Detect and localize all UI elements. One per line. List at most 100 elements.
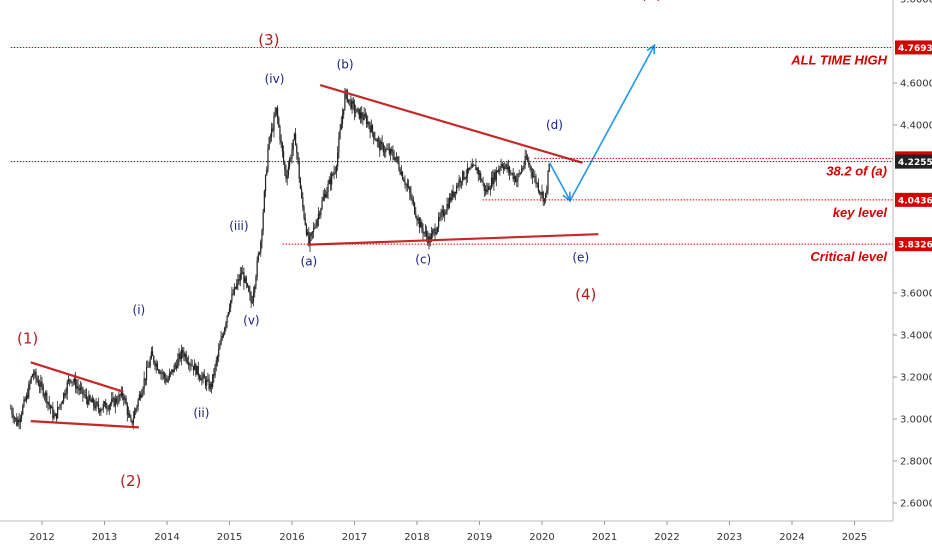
candle xyxy=(432,228,434,239)
candle xyxy=(87,396,89,408)
candle xyxy=(444,208,446,222)
candle xyxy=(29,379,31,390)
candle xyxy=(334,166,336,175)
candle xyxy=(474,164,476,166)
candle xyxy=(376,137,378,148)
candle xyxy=(79,381,82,395)
candle xyxy=(81,382,83,394)
candle xyxy=(133,407,136,419)
candle xyxy=(186,357,189,365)
candle xyxy=(373,131,375,145)
wave-label: (iii) xyxy=(229,219,248,233)
candle xyxy=(545,192,547,204)
wave-label: (a) xyxy=(301,255,318,269)
candle xyxy=(343,109,345,119)
x-tick-label: 2012 xyxy=(29,532,54,543)
candle xyxy=(214,363,216,378)
candle xyxy=(195,362,197,377)
candle xyxy=(381,135,383,150)
candle xyxy=(168,368,171,381)
candle xyxy=(251,295,253,305)
candle xyxy=(200,374,202,381)
candle xyxy=(379,137,381,157)
candle xyxy=(88,390,90,406)
candle xyxy=(538,189,541,196)
candle xyxy=(99,408,101,416)
candle xyxy=(63,392,65,405)
candle xyxy=(208,374,210,392)
wave-label: (b) xyxy=(337,57,354,71)
candle xyxy=(55,413,58,423)
candle xyxy=(285,164,287,183)
candle xyxy=(427,230,429,246)
candle xyxy=(202,371,204,384)
candle xyxy=(14,417,17,422)
candle xyxy=(70,379,72,384)
candle xyxy=(542,190,544,207)
candle xyxy=(60,401,62,411)
candle xyxy=(284,160,286,177)
candle xyxy=(107,404,109,412)
candle xyxy=(197,361,199,381)
candle xyxy=(490,171,493,190)
candle xyxy=(261,228,263,249)
candle xyxy=(154,360,156,371)
candle xyxy=(403,177,405,183)
candle xyxy=(53,409,55,420)
wave-label: (i) xyxy=(133,303,146,317)
candle xyxy=(167,375,169,384)
candle xyxy=(64,389,66,399)
wave-label: (c) xyxy=(415,253,431,267)
level-tag-text: 4.0436 xyxy=(898,196,932,206)
candle xyxy=(93,397,95,411)
candle xyxy=(150,346,152,360)
candle xyxy=(489,185,491,196)
candle xyxy=(221,332,223,341)
candle xyxy=(512,168,514,182)
candle xyxy=(171,368,173,375)
candle xyxy=(137,398,139,411)
candle xyxy=(194,359,196,371)
projection-arrow-up xyxy=(646,43,656,55)
candle xyxy=(30,376,32,385)
candle xyxy=(361,106,363,124)
candle xyxy=(269,133,271,144)
candle xyxy=(196,365,198,375)
x-tick-label: 2018 xyxy=(404,532,429,543)
candle xyxy=(153,355,155,365)
candle xyxy=(325,189,327,199)
candle xyxy=(496,170,499,173)
candle xyxy=(198,373,201,382)
candle xyxy=(264,174,267,198)
candle xyxy=(52,401,54,424)
candle xyxy=(524,149,526,169)
candle xyxy=(383,145,386,158)
candle xyxy=(65,387,67,399)
candle xyxy=(192,365,195,376)
candle xyxy=(329,172,332,191)
candle xyxy=(454,191,457,201)
candle xyxy=(314,223,316,230)
candle xyxy=(436,226,439,234)
candle xyxy=(232,289,234,296)
candle xyxy=(19,414,21,430)
candle xyxy=(51,405,53,409)
candle xyxy=(166,375,168,383)
candle xyxy=(275,107,277,117)
candle xyxy=(22,403,24,416)
candle xyxy=(353,99,356,121)
candle xyxy=(321,196,323,211)
candle xyxy=(49,404,52,415)
candle xyxy=(488,182,490,191)
candle xyxy=(400,164,402,177)
candle xyxy=(337,146,339,171)
candle xyxy=(401,170,404,181)
wave-label: (iv) xyxy=(265,72,285,86)
candle xyxy=(404,175,406,189)
candle xyxy=(457,182,459,189)
projection-path xyxy=(548,44,656,203)
candle xyxy=(399,167,401,176)
candle xyxy=(40,374,42,394)
candle xyxy=(502,163,505,175)
